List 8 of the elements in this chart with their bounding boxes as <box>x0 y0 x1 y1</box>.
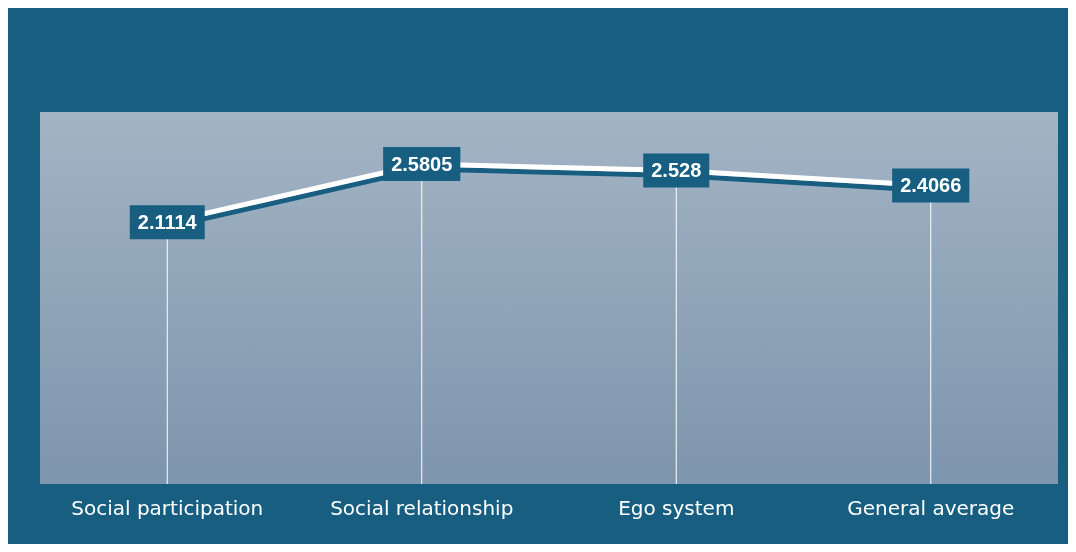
data-label: 2.4066 <box>900 174 962 197</box>
x-tick-label: Social relationship <box>330 496 514 521</box>
x-tick-label: Ego system <box>618 496 735 521</box>
data-label: 2.5805 <box>391 152 453 175</box>
x-tick-label: Social participation <box>71 496 264 521</box>
data-label: 2.528 <box>651 159 702 182</box>
x-tick-label: General average <box>847 496 1015 521</box>
data-label: 2.1114 <box>137 210 198 233</box>
